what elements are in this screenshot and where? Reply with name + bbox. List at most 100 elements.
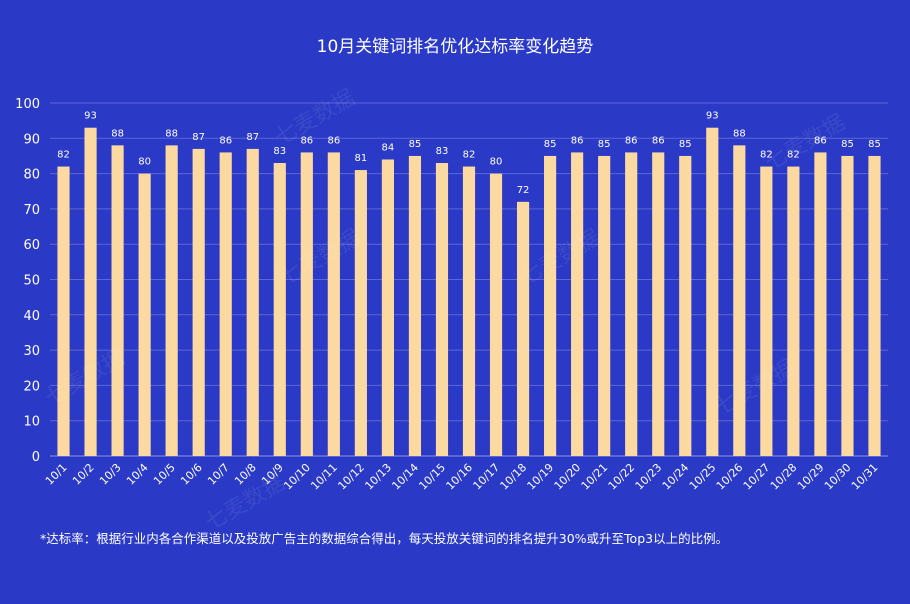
x-tick-label: 10/28 [768, 461, 800, 493]
bar [354, 170, 367, 456]
x-tick-label: 10/25 [687, 461, 719, 493]
data-label: 87 [192, 132, 205, 143]
data-label: 93 [706, 111, 719, 122]
data-label: 82 [57, 150, 70, 161]
x-tick-label: 10/29 [795, 461, 827, 493]
x-tick-label: 10/7 [205, 461, 232, 488]
x-tick-label: 10/23 [633, 461, 665, 493]
y-tick-label: 50 [23, 274, 40, 289]
x-tick-label: 10/19 [525, 461, 557, 493]
data-label: 88 [165, 128, 178, 139]
bars [57, 127, 881, 457]
data-label: 86 [625, 135, 638, 146]
bar [814, 152, 827, 457]
data-label: 86 [652, 135, 665, 146]
bar [706, 127, 719, 457]
data-label: 85 [598, 139, 611, 150]
data-label: 87 [246, 132, 259, 143]
x-axis-ticks: 10/1 10/2 10/3 10/4 10/5 10/6 10/7 10/8 10/910/1… [43, 461, 881, 493]
bar [787, 166, 800, 457]
data-labels: 82 93 88 80 88 87 86 87 83 86 86 81 84 85 83 82 80 72 85 86… [57, 111, 881, 196]
bar [733, 145, 746, 457]
bar [679, 155, 692, 456]
data-label: 82 [760, 150, 773, 161]
data-label: 80 [490, 157, 503, 168]
bar [435, 163, 449, 456]
data-label: 82 [463, 150, 476, 161]
x-tick-label: 10/10 [281, 461, 313, 493]
data-label: 86 [219, 135, 232, 146]
x-tick-label: 10/16 [444, 461, 476, 493]
x-tick-label: 10/31 [849, 461, 881, 493]
data-label: 72 [517, 185, 530, 196]
y-tick-label: 60 [23, 238, 40, 253]
y-tick-label: 20 [23, 379, 40, 394]
x-tick-label: 10/18 [498, 461, 530, 493]
bar [165, 145, 178, 457]
y-tick-label: 30 [23, 344, 40, 359]
bar [571, 152, 584, 457]
y-tick-label: 90 [23, 132, 40, 147]
x-tick-label: 10/5 [151, 461, 178, 488]
data-label: 85 [409, 139, 422, 150]
bar [192, 148, 205, 456]
bar [489, 173, 503, 456]
x-tick-label: 10/22 [606, 461, 638, 493]
data-label: 86 [300, 135, 313, 146]
y-tick-label: 100 [15, 97, 40, 112]
data-label: 80 [138, 157, 151, 168]
bar [138, 173, 151, 456]
y-tick-label: 0 [32, 450, 40, 465]
bar [300, 152, 313, 457]
chart-title: 10月关键词排名优化达标率变化趋势 [317, 37, 594, 57]
bar [462, 166, 476, 457]
x-tick-label: 10/14 [389, 461, 421, 493]
x-tick-label: 10/11 [308, 461, 340, 493]
x-tick-label: 10/20 [552, 461, 584, 493]
data-label: 88 [733, 128, 746, 139]
data-label: 85 [841, 139, 854, 150]
x-tick-label: 10/8 [232, 461, 259, 488]
data-label: 85 [679, 139, 692, 150]
bar [516, 201, 530, 456]
bar [625, 152, 638, 457]
bar [273, 163, 286, 456]
data-label: 84 [382, 142, 395, 153]
bar [841, 155, 854, 456]
x-tick-label: 10/30 [822, 461, 854, 493]
bar [544, 155, 557, 456]
y-tick-label: 70 [23, 203, 40, 218]
data-label: 85 [544, 139, 557, 150]
data-label: 93 [84, 111, 97, 122]
data-label: 86 [814, 135, 827, 146]
data-label: 83 [436, 146, 449, 157]
bar [868, 155, 881, 456]
x-tick-label: 10/21 [579, 461, 611, 493]
y-tick-label: 40 [23, 309, 40, 324]
bar [219, 152, 232, 457]
bar [111, 145, 124, 457]
x-tick-label: 10/12 [335, 461, 367, 493]
x-tick-label: 10/2 [70, 461, 97, 488]
x-tick-label: 10/24 [660, 461, 692, 493]
bar [84, 127, 97, 457]
data-label: 86 [327, 135, 340, 146]
data-label: 86 [571, 135, 584, 146]
x-tick-label: 10/1 [43, 461, 70, 488]
x-tick-label: 10/15 [416, 461, 448, 493]
x-tick-label: 10/4 [124, 461, 151, 488]
y-axis-ticks: 0 10 20 30 40 50 60 70 80 90 100 [15, 97, 40, 465]
y-tick-label: 10 [23, 415, 40, 430]
x-tick-label: 10/13 [362, 461, 394, 493]
x-tick-label: 10/26 [714, 461, 746, 493]
x-tick-label: 10/6 [178, 461, 205, 488]
bar [408, 155, 422, 456]
bar [57, 166, 70, 457]
data-label: 85 [868, 139, 881, 150]
data-label: 82 [787, 150, 800, 161]
x-tick-label: 10/3 [97, 461, 124, 488]
bar [598, 155, 611, 456]
data-label: 88 [111, 128, 124, 139]
